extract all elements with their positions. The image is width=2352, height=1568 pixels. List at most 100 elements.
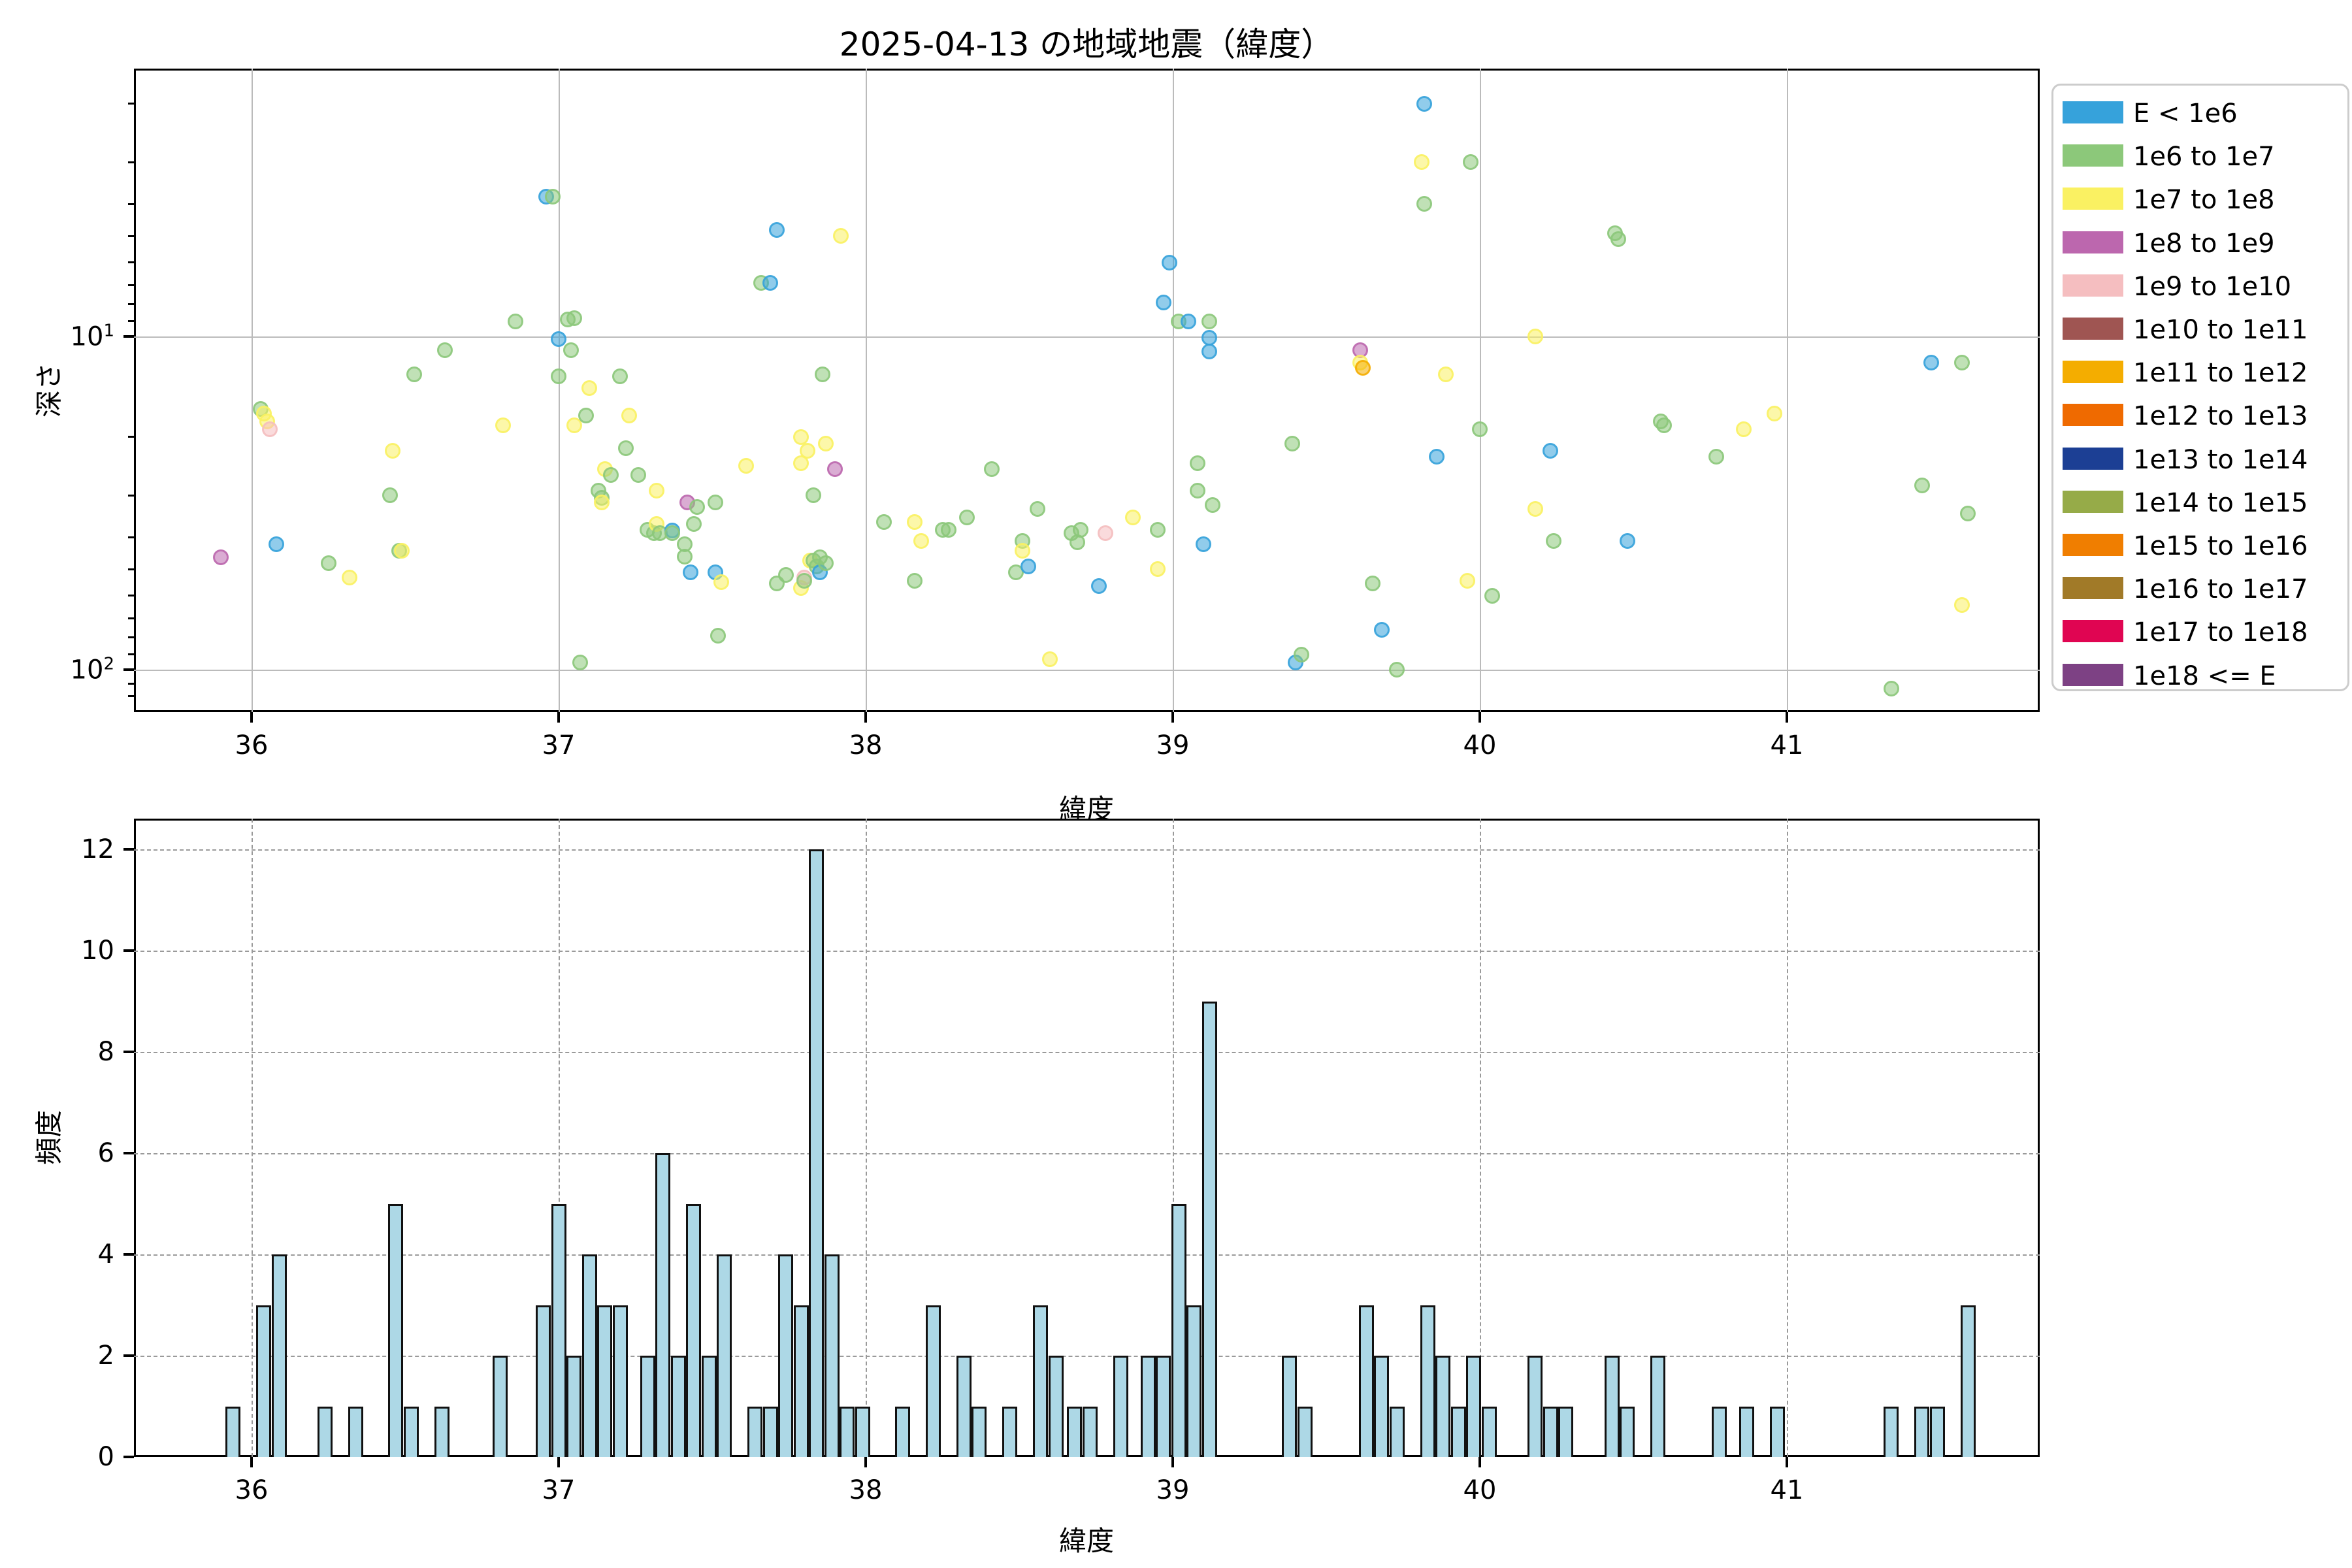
scatter-point xyxy=(793,455,809,471)
hist-bar xyxy=(1543,1406,1558,1457)
scatter-point xyxy=(1030,501,1046,517)
hist-bar xyxy=(612,1305,628,1457)
scatter-point xyxy=(495,417,512,434)
hist-bar xyxy=(581,1254,597,1457)
legend-entry: 1e15 to 1e16 xyxy=(2053,523,2347,566)
scatter-point xyxy=(793,429,809,445)
hist-bar xyxy=(1739,1406,1755,1457)
scatter-point xyxy=(1014,543,1030,559)
legend-entry: E < 1e6 xyxy=(2053,91,2347,134)
scatter-yminortick xyxy=(128,261,134,264)
hist-bar xyxy=(1048,1356,1064,1457)
scatter-point xyxy=(1189,482,1205,498)
scatter-xtick xyxy=(864,712,867,723)
hist-xtick-label: 36 xyxy=(235,1475,269,1505)
scatter-ytick xyxy=(123,668,134,671)
scatter-point xyxy=(1091,578,1107,594)
scatter-point xyxy=(1545,532,1561,549)
scatter-point xyxy=(1527,329,1543,344)
hist-bar xyxy=(1374,1356,1390,1457)
hist-bar xyxy=(1082,1406,1098,1457)
hist-bar xyxy=(318,1406,333,1457)
scatter-point xyxy=(1413,154,1429,171)
plot-title: 2025-04-13 の地域地震（緯度） xyxy=(839,25,1334,63)
scatter-point xyxy=(1923,355,1939,371)
hist-xtick-label: 41 xyxy=(1770,1475,1804,1505)
hist-bar xyxy=(762,1406,778,1457)
hist-gridline-h xyxy=(134,951,2040,952)
hist-bar xyxy=(1067,1406,1083,1457)
hist-xtick xyxy=(1786,1457,1788,1467)
hist-bar xyxy=(536,1305,551,1457)
scatter-point xyxy=(649,482,665,498)
hist-bar xyxy=(925,1305,941,1457)
scatter-point xyxy=(827,461,843,477)
scatter-point xyxy=(833,228,849,244)
hist-bar xyxy=(1033,1305,1049,1457)
hist-ytick xyxy=(123,1253,134,1256)
hist-bar xyxy=(225,1406,241,1457)
hist-gridline-h xyxy=(134,1356,2040,1357)
hist-gridline-v xyxy=(1480,819,1481,1457)
scatter-point xyxy=(1953,597,1970,613)
legend-entry: 1e6 to 1e7 xyxy=(2053,134,2347,177)
scatter-axes xyxy=(134,69,2040,712)
hist-bar xyxy=(1466,1356,1482,1457)
scatter-point xyxy=(382,487,398,504)
hist-bar xyxy=(1914,1406,1930,1457)
hist-bar xyxy=(686,1203,702,1457)
scatter-point xyxy=(1162,254,1178,270)
scatter-point xyxy=(1201,313,1218,329)
scatter-point xyxy=(689,499,705,515)
scatter-gridline-h xyxy=(134,670,2040,671)
scatter-yminortick xyxy=(128,536,134,538)
hist-bar xyxy=(1450,1406,1466,1457)
scatter-point xyxy=(385,442,401,459)
hist-xtick xyxy=(250,1457,253,1467)
hist-bar xyxy=(1282,1356,1298,1457)
scatter-point xyxy=(394,543,410,559)
scatter-point xyxy=(1656,417,1672,434)
hist-bar xyxy=(793,1305,809,1457)
legend-entry-label: 1e14 to 1e15 xyxy=(2133,487,2308,518)
hist-gridline-h xyxy=(134,849,2040,851)
scatter-gridline-v xyxy=(559,69,560,712)
scatter-point xyxy=(1619,532,1635,549)
legend-entry: 1e13 to 1e14 xyxy=(2053,437,2347,480)
scatter-point xyxy=(593,495,610,511)
legend-entry-label: 1e6 to 1e7 xyxy=(2133,142,2275,172)
hist-xtick xyxy=(864,1457,867,1467)
hist-gridline-h xyxy=(134,1052,2040,1053)
scatter-yminortick xyxy=(128,568,134,570)
scatter-point xyxy=(342,570,358,586)
hist-bar xyxy=(640,1356,655,1457)
scatter-yminortick xyxy=(128,595,134,597)
scatter-point xyxy=(762,274,779,291)
scatter-xtick-label: 39 xyxy=(1156,730,1190,760)
legend-swatch xyxy=(2063,361,2123,384)
scatter-point xyxy=(777,567,794,583)
legend-swatch xyxy=(2063,620,2123,643)
hist-bar xyxy=(1201,1001,1217,1457)
hist-gridline-v xyxy=(252,819,253,1457)
hist-xtick xyxy=(1171,1457,1174,1467)
hist-ytick xyxy=(123,1152,134,1154)
scatter-gridline-v xyxy=(1787,69,1788,712)
legend-swatch xyxy=(2063,144,2123,167)
scatter-gridline-v xyxy=(1480,69,1481,712)
legend-entry: 1e17 to 1e18 xyxy=(2053,610,2347,653)
scatter-point xyxy=(1708,449,1724,465)
hist-bar xyxy=(1770,1406,1786,1457)
hist-ytick xyxy=(123,1354,134,1357)
hist-bar xyxy=(493,1356,508,1457)
scatter-point xyxy=(1960,506,1976,522)
hist-ylabel: 頻度 xyxy=(33,1109,65,1166)
hist-bar xyxy=(1558,1406,1574,1457)
hist-bar xyxy=(1884,1406,1899,1457)
scatter-point xyxy=(1155,294,1171,310)
hist-ytick-label: 12 xyxy=(81,834,114,864)
legend-swatch xyxy=(2063,490,2123,513)
scatter-point xyxy=(683,564,699,580)
hist-xtick-label: 37 xyxy=(542,1475,576,1505)
scatter-yminortick xyxy=(128,161,134,163)
